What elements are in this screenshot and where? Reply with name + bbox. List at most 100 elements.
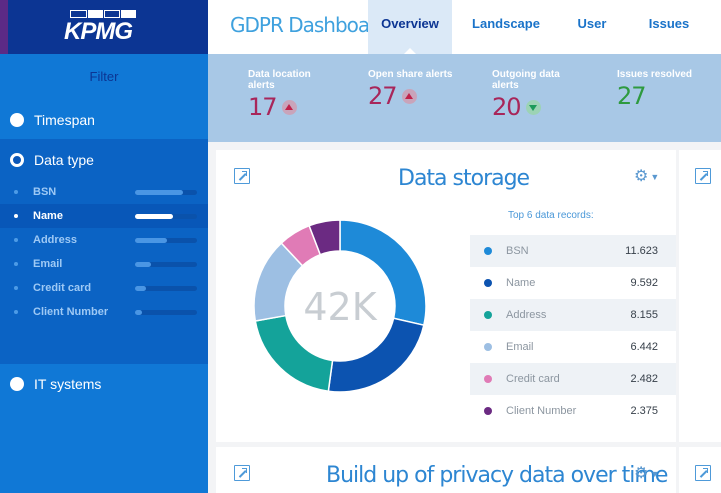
- donut-slice-name[interactable]: [327, 317, 425, 393]
- tab-landscape[interactable]: Landscape: [472, 16, 540, 31]
- card-title: Build up of privacy data over time: [326, 463, 668, 488]
- filter-it-systems[interactable]: IT systems: [0, 364, 208, 404]
- side-card: [679, 447, 721, 493]
- alert-3[interactable]: Outgoing data alerts 20: [492, 69, 582, 121]
- record-name: Client Number: [506, 405, 577, 417]
- tab-overview[interactable]: Overview: [368, 0, 452, 54]
- bullet-icon: [14, 310, 18, 314]
- record-row[interactable]: Credit card 2.482: [470, 363, 676, 395]
- data-type-label: Address: [33, 234, 78, 246]
- data-type-item[interactable]: Email: [0, 252, 208, 276]
- expand-icon[interactable]: [234, 168, 250, 184]
- trend-up-icon: [401, 88, 417, 104]
- donut-center-label: 42K: [303, 285, 377, 329]
- data-type-label: BSN: [33, 186, 57, 198]
- bullet-icon: [14, 286, 18, 290]
- top-nav: GDPR Dashboard Overview Landscape User a…: [208, 0, 721, 79]
- data-type-bar-fill: [135, 189, 184, 195]
- bullet-icon: [14, 238, 18, 242]
- record-value: 11.623: [625, 245, 658, 257]
- kpmg-logo[interactable]: KPMG: [0, 0, 208, 54]
- record-name: Credit card: [506, 373, 560, 385]
- record-name: BSN: [506, 245, 529, 257]
- radio-selected-icon: [10, 152, 24, 167]
- alert-number: 17: [248, 93, 278, 121]
- data-type-bar: [135, 213, 197, 219]
- filter-it-systems-label: IT systems: [34, 376, 102, 392]
- expand-icon[interactable]: [695, 465, 711, 481]
- data-type-item[interactable]: Client Number: [0, 300, 208, 324]
- filter-heading: Filter: [0, 54, 208, 100]
- record-row[interactable]: Client Number 2.375: [470, 395, 676, 427]
- tab-issues[interactable]: Issues: [648, 16, 690, 31]
- expand-icon[interactable]: [234, 465, 250, 481]
- alerts-bar: Data location alerts 17 Open share alerts 2…: [208, 54, 721, 142]
- filter-sidebar: Filter Timespan Data type BSN Name Address…: [0, 54, 208, 493]
- data-type-label: Credit card: [33, 282, 92, 294]
- alert-2[interactable]: Open share alerts 27: [368, 69, 458, 110]
- record-value: 6.442: [630, 341, 658, 353]
- alert-number: 20: [492, 93, 522, 121]
- record-value: 9.592: [630, 277, 658, 289]
- alert-value: 27: [617, 82, 707, 110]
- sidebar-footer: [0, 404, 208, 493]
- legend-dot: [484, 407, 492, 415]
- side-card: [679, 150, 721, 442]
- data-type-bar-fill: [135, 285, 147, 291]
- donut-slice-client-number[interactable]: [308, 219, 341, 256]
- data-type-item[interactable]: BSN: [0, 180, 208, 204]
- record-value: 8.155: [630, 309, 658, 321]
- data-type-item[interactable]: Credit card: [0, 276, 208, 300]
- expand-icon[interactable]: [695, 168, 711, 184]
- legend-dot: [484, 375, 492, 383]
- record-name: Email: [506, 341, 534, 353]
- alert-value: 20: [492, 93, 582, 121]
- data-storage-card: Data storage ⚙ ▼ 42K Top 6 data records: …: [216, 150, 676, 442]
- data-type-bar-fill: [135, 261, 151, 267]
- record-row[interactable]: Address 8.155: [470, 299, 676, 331]
- radio-icon: [10, 377, 24, 391]
- logo-text: KPMG: [64, 18, 133, 45]
- record-name: Address: [506, 309, 547, 321]
- filter-data-type[interactable]: Data type: [0, 140, 208, 179]
- data-type-bar: [135, 309, 197, 315]
- data-type-item[interactable]: Address: [0, 228, 208, 252]
- legend-dot: [484, 279, 492, 287]
- top-records-title: Top 6 data records:: [508, 210, 594, 221]
- alert-number: 27: [617, 82, 647, 110]
- data-type-bar: [135, 237, 197, 243]
- radio-icon: [10, 112, 24, 127]
- trend-up-icon: [281, 99, 297, 115]
- data-type-bar-fill: [135, 309, 143, 315]
- data-storage-donut-chart: 42K: [253, 219, 427, 393]
- tab-user-access[interactable]: User access: [570, 16, 613, 79]
- legend-dot: [484, 311, 492, 319]
- alert-title: Data location alerts: [248, 69, 311, 91]
- bullet-icon: [14, 190, 18, 194]
- filter-data-type-label: Data type: [34, 151, 94, 168]
- filter-timespan-label: Timespan: [34, 111, 95, 128]
- legend-dot: [484, 247, 492, 255]
- alert-1[interactable]: Data location alerts 17: [248, 69, 338, 121]
- data-type-bar-fill: [135, 237, 168, 243]
- data-type-bar-fill: [135, 213, 174, 219]
- settings-gear-icon[interactable]: ⚙ ▼: [634, 465, 660, 482]
- filter-timespan[interactable]: Timespan: [0, 100, 208, 139]
- settings-gear-icon[interactable]: ⚙ ▼: [634, 168, 660, 185]
- data-type-bar: [135, 285, 197, 291]
- data-type-label: Email: [33, 258, 63, 270]
- trend-down-icon: [525, 99, 541, 115]
- record-row[interactable]: BSN 11.623: [470, 235, 676, 267]
- alert-4[interactable]: Issues resolved 27: [617, 69, 707, 110]
- record-row[interactable]: Email 6.442: [470, 331, 676, 363]
- data-type-label: Name: [33, 210, 63, 222]
- record-row[interactable]: Name 9.592: [470, 267, 676, 299]
- legend-dot: [484, 343, 492, 351]
- privacy-data-card: Build up of privacy data over time ⚙ ▼: [216, 447, 676, 493]
- card-title: Data storage: [398, 166, 530, 191]
- data-type-item[interactable]: Name: [0, 204, 208, 228]
- alert-value: 27: [368, 82, 458, 110]
- alert-title: Outgoing data alerts: [492, 69, 560, 91]
- alert-title: Issues resolved: [617, 69, 693, 80]
